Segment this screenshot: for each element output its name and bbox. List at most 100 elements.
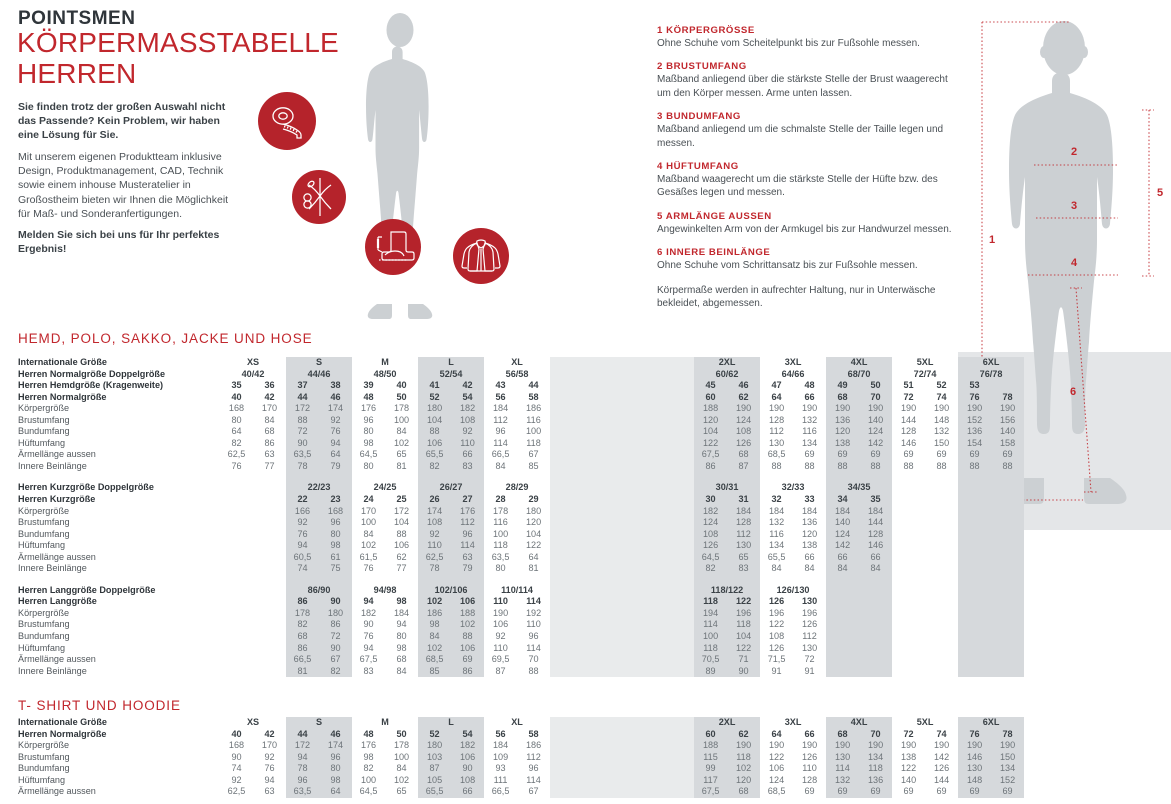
cell: 26 [418, 494, 452, 506]
cell: 69 [859, 786, 893, 798]
table-row: Brustumfang 80 84 88 92 96 100 104 108 112 116 120 1… [14, 414, 1025, 427]
cell: 190 [859, 740, 893, 752]
cell: 84 [495, 460, 506, 471]
cell: 146 [958, 751, 992, 764]
cell: 106 [418, 437, 452, 450]
cell: 90 [451, 763, 485, 775]
gap-cell [550, 528, 695, 541]
intro-paragraph: Mit unserem eigenen Produktteam inklusiv… [18, 151, 229, 220]
cell: 148 [933, 414, 950, 425]
cell: 88 [826, 460, 860, 473]
cell: 102 [393, 774, 410, 785]
cell: 54 [451, 728, 485, 741]
cell: 128 [801, 774, 818, 785]
cell: 114 [526, 642, 541, 653]
cell: 67 [528, 449, 539, 460]
cell: 69 [958, 786, 992, 798]
cell: 90 [363, 619, 374, 630]
cell [991, 380, 1025, 392]
cell: 70 [528, 654, 539, 665]
cell: 96 [363, 414, 374, 425]
cell: 96 [528, 631, 539, 642]
cell: 122 [525, 540, 542, 551]
cell: 118 [859, 763, 893, 775]
cell: 172 [286, 403, 320, 415]
cell: 61 [319, 551, 353, 564]
cell: 90 [319, 642, 353, 655]
cell: 63 [451, 551, 485, 564]
spacer-cell [14, 575, 220, 585]
cell: 43 [495, 380, 506, 391]
cell: 66 [451, 786, 485, 798]
cell: 62 [396, 551, 407, 562]
gap-cell [550, 505, 695, 518]
cell [826, 665, 860, 678]
table-row: Bundumfang 74 76 78 80 82 84 87 90 93 96 99 102 106 11… [14, 763, 1025, 775]
cell [220, 506, 253, 518]
cell [220, 585, 286, 597]
cell: 108 [727, 426, 761, 438]
cell: 88 [804, 460, 815, 471]
spacer-cell [253, 575, 286, 585]
spacer-cell [760, 472, 793, 482]
cell [958, 517, 992, 529]
cell [958, 551, 992, 564]
cell: 68 [727, 449, 761, 461]
cell: 33 [804, 494, 815, 505]
cell: 66 [804, 728, 815, 739]
cell: 50 [396, 728, 407, 739]
spacer-cell [550, 472, 695, 483]
spacer-cell [958, 574, 992, 585]
gap-cell [550, 414, 695, 427]
cell: 106 [451, 751, 485, 764]
cell: 150 [991, 751, 1025, 764]
cell [892, 666, 925, 678]
cell: 25 [396, 494, 407, 505]
table-spacer-row [14, 472, 1025, 483]
cell [925, 654, 958, 666]
cell: 122 [694, 437, 728, 450]
cell [925, 596, 958, 608]
cell: 120 [525, 517, 542, 528]
row-label: Ärmellänge aussen [18, 551, 96, 562]
cell: 92 [286, 517, 320, 529]
cell: 122 [768, 619, 785, 630]
body-silhouette-left [366, 13, 433, 319]
cell: 63 [264, 786, 275, 797]
table-row: Innere Beinlänge 74 75 76 77 78 79 80 81 82 83 84 84… [14, 563, 1025, 575]
cell: 3XL [784, 717, 802, 727]
cell: 65,5 [767, 551, 786, 562]
cell: 118 [526, 437, 541, 448]
table-row: Hüftumfang 82 86 90 94 98 102 106 110 114 118 122 12… [14, 437, 1025, 450]
cell: 68 [826, 728, 860, 741]
cell: 69 [903, 449, 914, 460]
cell: 29 [528, 494, 539, 505]
cell: 50 [396, 391, 407, 402]
table-row: Herren Langgröße Doppelgröße 86/90 94/98 10… [14, 584, 1025, 597]
cell: 136 [859, 774, 893, 787]
cell: 44 [286, 728, 320, 741]
cell: 96 [319, 751, 353, 764]
cell: 122 [900, 763, 917, 774]
cell: 22 [286, 494, 320, 506]
instruction-heading-2: 2 BRUSTUMFANG [657, 61, 747, 73]
instruction-heading-3: 3 BUNDUMFANG [657, 111, 741, 123]
cell: 102 [418, 642, 452, 655]
cell: 74 [936, 728, 947, 739]
cell: 93 [495, 763, 506, 774]
cell: 77 [264, 460, 275, 471]
cell: 112 [493, 414, 508, 425]
cell: 84 [396, 763, 407, 774]
cell: 87 [495, 665, 506, 676]
cell: 64/66 [781, 368, 805, 379]
cell: 132 [933, 426, 950, 437]
spacer-cell [793, 575, 826, 585]
cell: 174 [319, 403, 353, 415]
cell: 178 [393, 403, 410, 414]
cell: 96 [495, 426, 506, 437]
cell [826, 631, 860, 643]
cell: 98 [319, 774, 353, 787]
spacer-cell [484, 472, 517, 482]
cell: 87 [418, 763, 452, 775]
gap-cell [550, 631, 695, 643]
